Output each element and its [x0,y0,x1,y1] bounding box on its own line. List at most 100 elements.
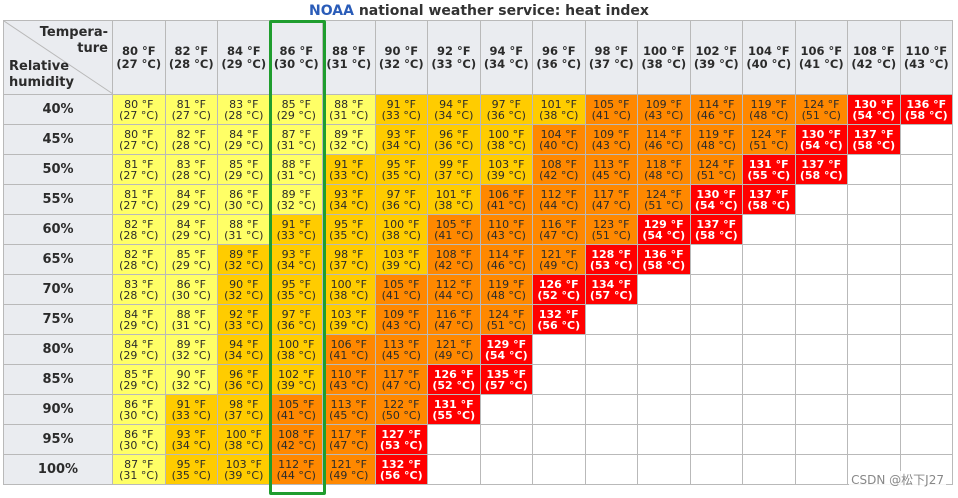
heat-index-f: 124 °F [698,157,735,171]
heat-index-f: 137 °F [748,187,789,201]
heat-index-f: 137 °F [853,127,894,141]
heat-index-table: Tempera-ture Relative humidity 80 °F (27 °… [3,20,953,485]
heat-index-f: 87 °F [281,127,311,141]
heat-index-c: (45 °C) [591,168,631,182]
heat-index-f: 82 °F [176,127,206,141]
heat-index-c: (52 °C) [537,288,581,302]
heat-index-f: 136 °F [643,247,684,261]
heat-index-cell: 130 °F (54 °C) [794,124,848,155]
heat-index-f: 116 °F [435,307,472,321]
heat-index-f: 103 °F [225,457,262,471]
heat-index-f: 88 °F [229,217,259,231]
heat-index-c: (43 °C) [381,318,421,332]
humidity-row: 45% 80 °F (27 °C) 82 °F (28 °C) 84 °F (29 °C) 8… [3,124,953,155]
heat-index-cell: 95 °F (35 °C) [269,274,323,305]
heat-index-f: 119 °F [488,277,525,291]
heat-index-cell: 127 °F (53 °C) [374,424,428,455]
heat-index-f: 114 °F [488,247,525,261]
heat-index-c: (51 °C) [644,198,684,212]
empty-cell [899,124,953,155]
heat-index-cell: 113 °F (45 °C) [374,334,428,365]
heat-index-cell: 137 °F (58 °C) [847,124,901,155]
heat-index-c: (34 °C) [381,138,421,152]
heat-index-c: (41 °C) [329,348,369,362]
heat-index-cell: 121 °F (49 °C) [532,244,586,275]
temperature-header: 92 °F (33 °C) [427,20,481,95]
heat-index-c: (37 °C) [434,168,474,182]
heat-index-c: (31 °C) [119,468,159,482]
heat-index-f: 109 °F [593,127,630,141]
empty-cell [584,334,638,365]
heat-index-cell: 85 °F (29 °C) [269,94,323,125]
heat-index-c: (44 °C) [434,288,474,302]
heat-index-c: (41 °C) [276,408,316,422]
heat-index-c: (54 °C) [799,138,843,152]
temperature-c: (36 °C) [536,56,582,71]
heat-index-c: (33 °C) [276,228,316,242]
heat-index-cell: 108 °F (42 °C) [427,244,481,275]
heat-index-c: (41 °C) [591,108,631,122]
empty-cell [637,334,691,365]
heat-index-f: 97 °F [281,307,311,321]
heat-index-f: 83 °F [229,97,259,111]
humidity-label: 90% [3,394,113,425]
temperature-c: (27 °C) [116,56,162,71]
empty-cell [689,454,743,485]
heat-index-cell: 136 °F (58 °C) [637,244,691,275]
table-corner-header: Tempera-ture Relative humidity [3,20,113,95]
empty-cell [847,394,901,425]
heat-index-c: (40 °C) [539,138,579,152]
heat-index-cell: 99 °F (37 °C) [427,154,481,185]
empty-cell [847,154,901,185]
heat-index-f: 94 °F [439,97,469,111]
empty-cell [742,424,796,455]
heat-index-cell: 91 °F (33 °C) [322,154,376,185]
humidity-label-line1: Relative [9,59,70,74]
empty-cell [794,334,848,365]
humidity-label: 50% [3,154,113,185]
heat-index-cell: 124 °F (51 °C) [689,154,743,185]
temperature-header: 106 °F (41 °C) [794,20,848,95]
title-brand[interactable]: NOAA [309,3,354,19]
heat-index-cell: 124 °F (51 °C) [742,124,796,155]
heat-index-c: (33 °C) [381,108,421,122]
empty-cell [899,334,953,365]
heat-index-f: 130 °F [853,97,894,111]
humidity-row: 80% 84 °F (29 °C) 89 °F (32 °C) 94 °F (34 °C) 1… [3,334,953,365]
heat-index-f: 131 °F [433,397,474,411]
heat-index-f: 113 °F [330,397,367,411]
heat-index-f: 122 °F [383,397,420,411]
empty-cell [847,364,901,395]
heat-index-cell: 85 °F (29 °C) [164,244,218,275]
heat-index-cell: 100 °F (38 °C) [374,214,428,245]
heat-index-f: 91 °F [334,157,364,171]
heat-index-cell: 82 °F (28 °C) [112,214,166,245]
heat-index-c: (31 °C) [276,138,316,152]
humidity-row: 100% 87 °F (31 °C) 95 °F (35 °C) 103 °F (39 °C… [3,454,953,485]
heat-index-c: (55 °C) [747,168,791,182]
heat-index-c: (28 °C) [119,288,159,302]
heat-index-c: (33 °C) [224,318,264,332]
heat-index-f: 95 °F [281,277,311,291]
heat-index-cell: 121 °F (49 °C) [322,454,376,485]
heat-index-f: 89 °F [229,247,259,261]
heat-index-c: (47 °C) [539,228,579,242]
empty-cell [637,454,691,485]
heat-index-f: 113 °F [383,337,420,351]
heat-index-cell: 131 °F (55 °C) [427,394,481,425]
heat-index-c: (42 °C) [539,168,579,182]
heat-index-cell: 101 °F (38 °C) [532,94,586,125]
empty-cell [689,274,743,305]
heat-index-cell: 131 °F (55 °C) [742,154,796,185]
empty-cell [689,424,743,455]
heat-index-f: 84 °F [229,127,259,141]
heat-index-c: (28 °C) [224,108,264,122]
heat-index-cell: 132 °F (56 °C) [532,304,586,335]
heat-index-f: 108 °F [278,427,315,441]
temperature-c: (37 °C) [588,56,634,71]
heat-index-f: 98 °F [229,397,259,411]
temperature-c: (43 °C) [903,56,949,71]
humidity-label: 60% [3,214,113,245]
humidity-row: 70% 83 °F (28 °C) 86 °F (30 °C) 90 °F (32 °C) 9… [3,274,953,305]
empty-cell [899,184,953,215]
